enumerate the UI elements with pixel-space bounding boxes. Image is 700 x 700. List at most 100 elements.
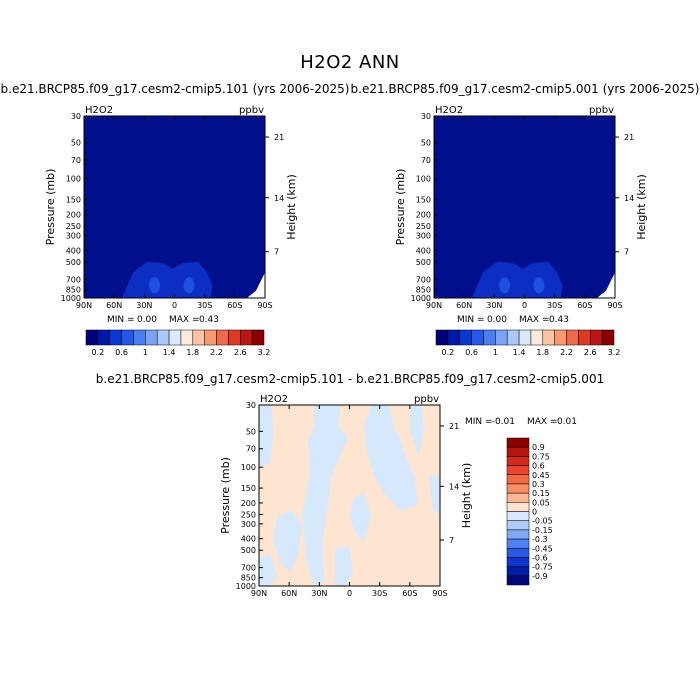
- colorbar-box: [506, 329, 520, 346]
- field-contour-negative: [259, 553, 278, 586]
- colorbar-box: [530, 329, 544, 346]
- y2-axis-label: Height (km): [285, 174, 298, 240]
- colorbar-box: [578, 329, 591, 346]
- max-label: MAX =: [519, 315, 550, 325]
- y-tick-label: 400: [416, 246, 431, 255]
- colorbar-label: 1.8: [186, 348, 199, 357]
- y2-tick-label: 21: [624, 133, 634, 142]
- colorbar-box: [97, 329, 110, 346]
- colorbar-box: [518, 329, 532, 346]
- colorbar-label: 0.45: [532, 471, 550, 480]
- y-tick-label: 250: [416, 222, 431, 231]
- y-axis-label: Pressure (mb): [44, 169, 57, 246]
- colorbar-box: [506, 483, 530, 494]
- y-tick-label: 30: [246, 401, 256, 410]
- colorbar-label: 2.2: [210, 348, 223, 357]
- colorbar-label: 0.6: [115, 348, 128, 357]
- x-tick-label: 30N: [311, 589, 327, 598]
- colorbar-box: [121, 329, 134, 346]
- x-tick-label: 90N: [76, 301, 92, 310]
- colorbar-box: [506, 502, 530, 512]
- colorbar-box: [133, 329, 146, 346]
- x-tick-label: 60S: [402, 589, 417, 598]
- x-tick-label: 60N: [106, 301, 122, 310]
- y2-axis-label: Height (km): [460, 463, 473, 529]
- colorbar-label: 0.15: [532, 489, 550, 498]
- min-value: -0.01: [492, 417, 515, 427]
- x-tick-label: 60N: [456, 301, 472, 310]
- field-fill: [434, 116, 615, 298]
- colorbar-box: [506, 492, 530, 503]
- colorbar-box: [506, 465, 530, 475]
- colorbar-box: [566, 329, 579, 346]
- colorbar-box: [506, 566, 530, 577]
- min-value: 0.00: [487, 315, 507, 325]
- figure-title: H2O2 ANN: [300, 52, 400, 73]
- y-tick-label: 400: [66, 246, 81, 255]
- y-tick-label: 300: [66, 232, 81, 241]
- colorbar-label: -0.05: [532, 517, 553, 526]
- colorbar-box: [506, 520, 530, 531]
- y2-tick-label: 7: [274, 248, 279, 257]
- y-tick-label: 250: [66, 222, 81, 231]
- colorbar-box: [85, 329, 99, 346]
- y-tick-label: 1000: [411, 294, 431, 303]
- y-tick-label: 70: [246, 445, 256, 454]
- colorbar-box: [542, 329, 555, 346]
- y-tick-label: 300: [416, 232, 431, 241]
- colorbar-label: 0.05: [532, 498, 550, 507]
- colorbar-box: [447, 329, 460, 346]
- field-contour-core: [533, 277, 545, 294]
- x-tick-label: 0: [172, 301, 177, 310]
- colorbar-box: [506, 557, 530, 567]
- y2-tick-label: 14: [274, 194, 284, 203]
- colorbar-label: -0.9: [532, 572, 548, 581]
- y-tick-label: 50: [246, 427, 256, 436]
- variable-label: H2O2: [260, 394, 288, 405]
- field-contour-negative: [349, 491, 372, 541]
- y-tick-label: 70: [71, 156, 81, 165]
- max-label: MAX =: [169, 315, 200, 325]
- x-tick-label: 30N: [136, 301, 152, 310]
- colorbar-label: 3.2: [258, 348, 271, 357]
- y2-tick-label: 7: [449, 536, 454, 545]
- y-tick-label: 200: [241, 499, 256, 508]
- colorbar-box: [554, 329, 567, 346]
- max-value: 0.43: [549, 315, 569, 325]
- y-tick-label: 150: [66, 196, 81, 205]
- y-tick-label: 100: [66, 174, 81, 183]
- y-tick-label: 200: [66, 210, 81, 219]
- colorbar-label: 2.2: [560, 348, 573, 357]
- y-tick-label: 300: [241, 520, 256, 529]
- colorbar-box: [240, 329, 253, 346]
- panel-case-a: 90N 60N 30N 0 30S 60S 90S 30 50 70 100 150 200 250300…: [44, 105, 298, 357]
- x-tick-label: 30S: [547, 301, 562, 310]
- colorbar-box: [601, 329, 615, 346]
- colorbar-box: [483, 329, 496, 346]
- y-tick-label: 400: [241, 535, 256, 544]
- colorbar-label: 0.3: [532, 480, 545, 489]
- max-label: MAX =: [527, 417, 558, 427]
- panel-case-b: 90N 60N 30N 0 30S 60S 90S 30 50 70 100 150 200 250300…: [394, 105, 648, 357]
- y-tick-label: 850: [416, 286, 431, 295]
- y-tick-label: 150: [416, 196, 431, 205]
- max-value: 0.43: [199, 315, 219, 325]
- colorbar-label: 1.8: [536, 348, 549, 357]
- field-background: [434, 116, 615, 298]
- field-fill: [259, 405, 440, 586]
- y-tick-label: 30: [421, 112, 431, 121]
- y2-axis-label: Height (km): [635, 174, 648, 240]
- case-a-title: b.e21.BRCP85.f09_g17.cesm2-cmip5.101 (yr…: [0, 82, 350, 96]
- x-tick-label: 0: [522, 301, 527, 310]
- x-tick-label: 30S: [372, 589, 387, 598]
- y-tick-label: 500: [416, 258, 431, 267]
- x-tick-label: 90S: [432, 589, 447, 598]
- y-tick-label: 700: [241, 564, 256, 573]
- field-contour-negative: [273, 510, 303, 572]
- field-contour-negative: [429, 473, 440, 514]
- field-contour-negative: [302, 405, 348, 586]
- y-tick-label: 1000: [236, 582, 256, 591]
- min-label: MIN =: [107, 315, 135, 325]
- colorbar-box: [204, 329, 217, 346]
